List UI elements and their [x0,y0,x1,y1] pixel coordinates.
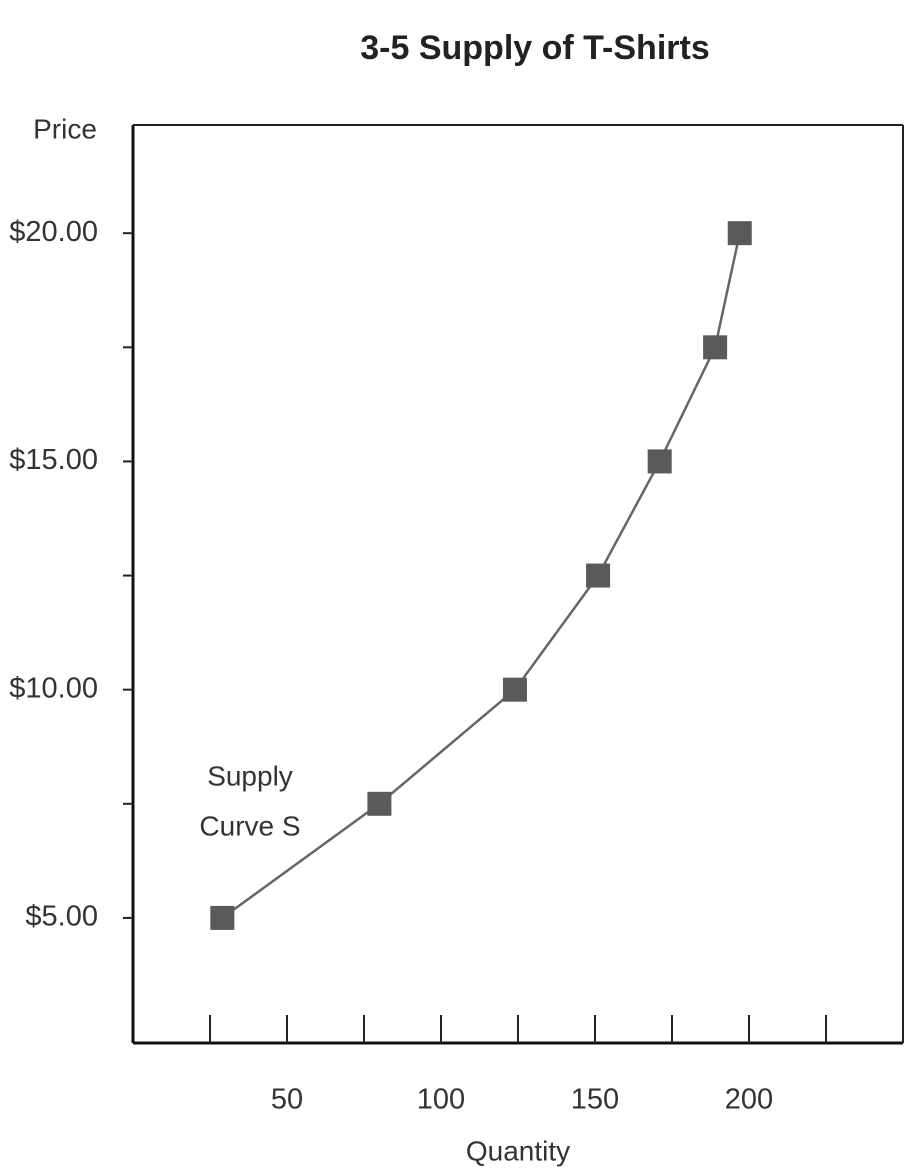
y-tick-label: $10.00 [9,672,98,704]
point-marker [367,791,392,816]
point-marker [727,221,752,246]
x-axis-label: Quantity [466,1135,570,1166]
chart-title: 3-5 Supply of T-Shirts [360,29,709,67]
y-tick-label: $5.00 [25,901,98,933]
y-axis-label: Price [33,113,97,144]
x-tick-label: 150 [571,1084,619,1116]
point-marker [586,563,611,588]
annotation: Supply [207,760,293,791]
x-tick-label: 200 [725,1084,773,1116]
point-marker [502,677,527,702]
point-marker [210,905,235,930]
y-tick-label: $15.00 [9,444,98,476]
x-tick-label: 100 [417,1084,465,1116]
x-tick-label: 50 [271,1084,303,1116]
point-marker [703,335,728,360]
annotation: Curve S [199,810,300,841]
point-marker [647,449,672,474]
y-tick-label: $20.00 [9,216,98,248]
